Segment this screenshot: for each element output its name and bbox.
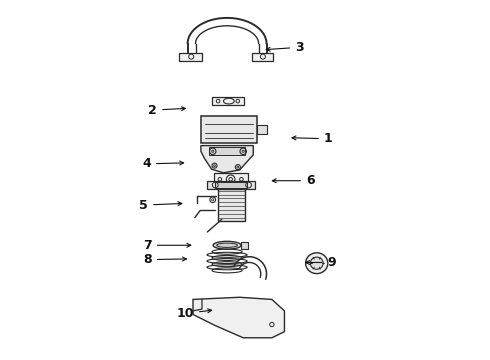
- Bar: [218, 189, 245, 221]
- Ellipse shape: [310, 257, 323, 269]
- Text: 2: 2: [148, 104, 185, 117]
- Bar: [201, 116, 257, 143]
- Polygon shape: [214, 173, 247, 186]
- Text: 1: 1: [292, 132, 333, 145]
- Text: 10: 10: [176, 307, 212, 320]
- Text: 6: 6: [272, 174, 315, 187]
- Ellipse shape: [306, 253, 328, 274]
- Text: 3: 3: [266, 41, 304, 54]
- Text: 9: 9: [306, 256, 336, 269]
- Polygon shape: [193, 297, 285, 338]
- Bar: [215, 182, 247, 188]
- Bar: [209, 147, 245, 155]
- Polygon shape: [257, 126, 267, 134]
- Polygon shape: [212, 97, 244, 105]
- Text: 4: 4: [142, 157, 184, 170]
- Polygon shape: [201, 145, 253, 173]
- Polygon shape: [207, 181, 255, 189]
- Bar: [241, 242, 247, 249]
- Ellipse shape: [213, 241, 241, 249]
- Text: 5: 5: [140, 199, 182, 212]
- Ellipse shape: [217, 243, 238, 247]
- Text: 7: 7: [143, 239, 191, 252]
- Polygon shape: [179, 53, 202, 60]
- Text: 8: 8: [143, 253, 187, 266]
- Polygon shape: [252, 53, 273, 60]
